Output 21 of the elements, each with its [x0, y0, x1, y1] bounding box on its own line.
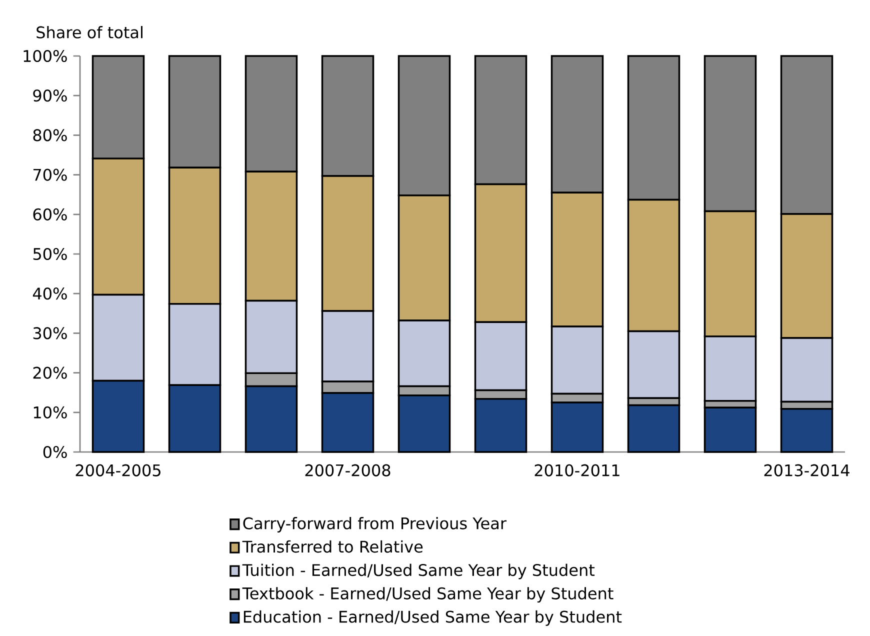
y-axis-title: Share of total	[36, 26, 142, 38]
y-tick-label: 90%	[33, 90, 67, 102]
y-tick-label: 10%	[34, 406, 67, 418]
y-tick-label: 50%	[33, 248, 67, 260]
y-tick-label: 100%	[24, 50, 67, 62]
y-tick-label: 0%	[43, 446, 67, 458]
y-tick-label: 30%	[33, 327, 67, 340]
x-tick-label: 2010-2011	[534, 464, 620, 476]
y-tick-label: 40%	[32, 288, 67, 300]
legend-label: Textbook - Earned/Used Same Year by Student	[242, 587, 614, 603]
legend-label: Carry-forward from Previous Year	[243, 517, 507, 532]
y-tick-label: 60%	[33, 208, 67, 220]
legend-label: Transferred to Relative	[242, 540, 423, 553]
legend-label: Education - Earned/Used Same Year by Student	[244, 610, 622, 626]
legend-label: Tuition - Earned/Used Same Year by Student	[242, 564, 595, 580]
x-tick-label: 2004-2005	[76, 464, 160, 476]
y-tick-label: 80%	[33, 129, 67, 142]
y-tick-label: 70%	[33, 168, 67, 181]
y-tick-label: 20%	[33, 366, 67, 379]
x-tick-label: 2013-2014	[764, 464, 850, 476]
x-tick-label: 2007-2008	[305, 464, 390, 476]
